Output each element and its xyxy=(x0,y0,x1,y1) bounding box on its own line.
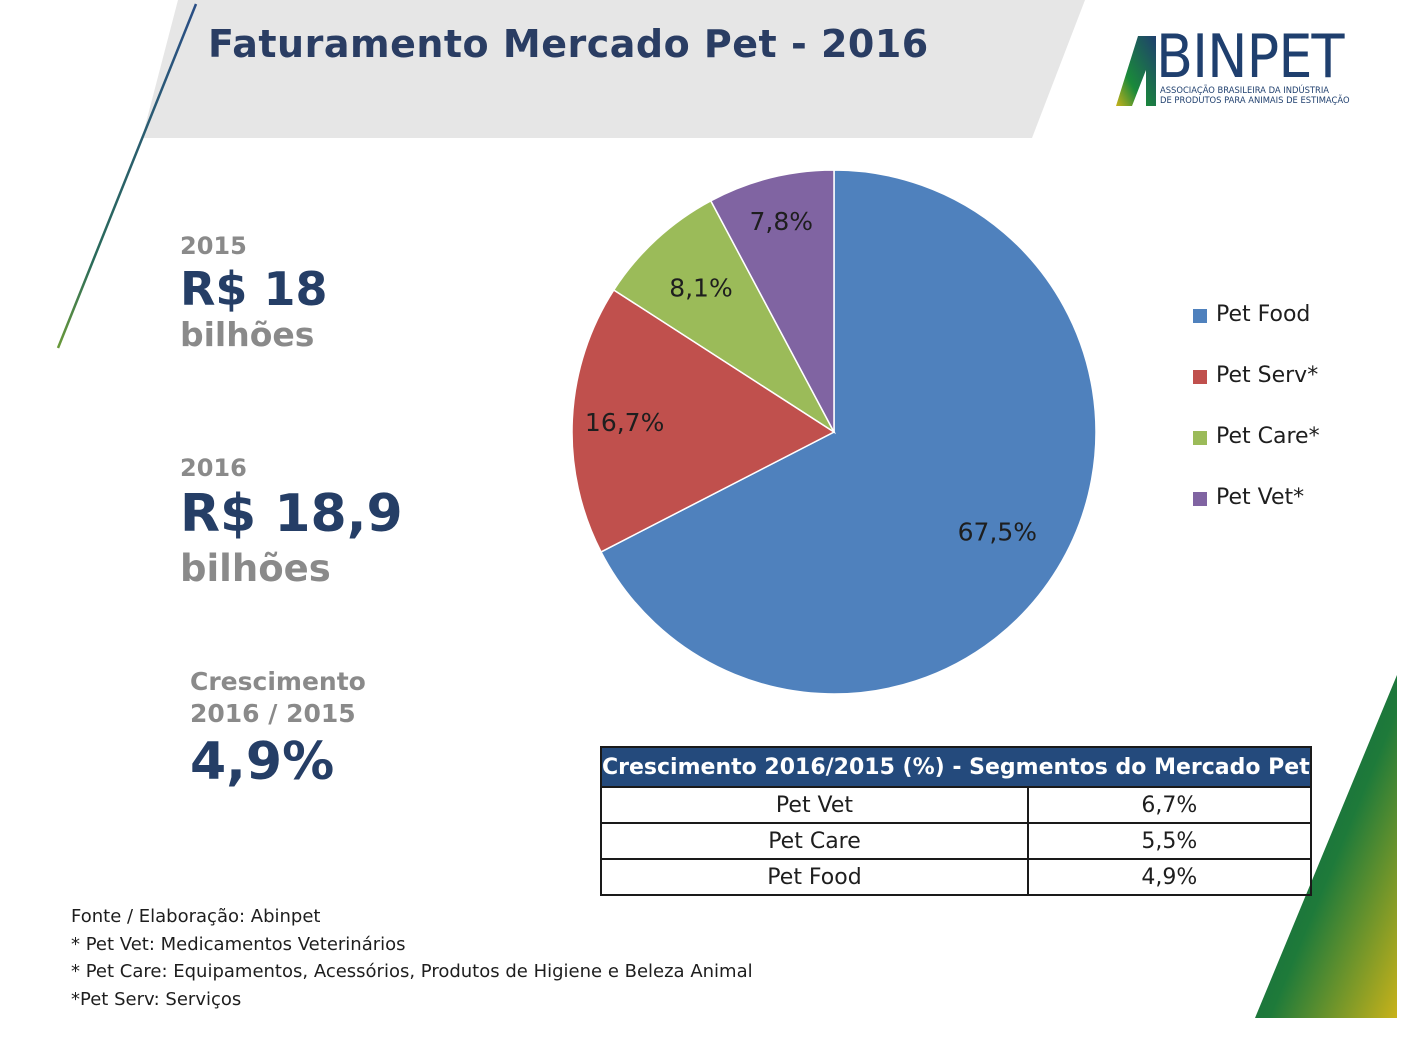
decorative-corner-triangle xyxy=(1255,675,1397,1018)
pie-slice-petcare xyxy=(612,199,837,435)
legend-swatch xyxy=(1193,492,1207,506)
growth-value: 4,9% xyxy=(190,732,335,792)
growth-label: Crescimento 2016 / 2015 xyxy=(190,666,366,730)
logo-subtitle-line1: ASSOCIAÇÃO BRASILEIRA DA INDÚSTRIA xyxy=(1160,85,1330,95)
pie-data-label: 16,7% xyxy=(585,408,664,437)
footnote-pet-care: * Pet Care: Equipamentos, Acessórios, Pr… xyxy=(71,961,753,982)
stat-2016-value: R$ 18,9 xyxy=(180,484,403,544)
logo-subtitle: ASSOCIAÇÃO BRASILEIRA DA INDÚSTRIA DE PR… xyxy=(1160,85,1350,105)
legend-label: Pet Care* xyxy=(1216,424,1320,449)
pie-data-label: 67,5% xyxy=(958,518,1037,547)
legend-label: Pet Serv* xyxy=(1216,363,1319,388)
decorative-diagonal-line xyxy=(56,3,198,349)
growth-label-line1: Crescimento xyxy=(190,667,366,696)
legend-swatch xyxy=(1193,431,1207,445)
stat-2015-value: R$ 18 xyxy=(180,262,328,316)
footnote-source: Fonte / Elaboração: Abinpet xyxy=(71,906,321,927)
footnote-pet-serv: *Pet Serv: Serviços xyxy=(71,988,242,1010)
legend-swatch xyxy=(1193,370,1207,384)
stat-2016-year: 2016 xyxy=(180,454,247,482)
stat-2015-unit: bilhões xyxy=(180,315,315,354)
page-title: Faturamento Mercado Pet - 2016 xyxy=(208,22,929,66)
segment-growth-table: Crescimento 2016/2015 (%) - Segmentos do… xyxy=(600,746,1312,896)
table-cell-segment: Pet Food xyxy=(600,858,1029,896)
footnotes: Fonte / Elaboração: Abinpet * Pet Vet: M… xyxy=(71,903,753,1013)
legend-label: Pet Vet* xyxy=(1216,485,1305,510)
table-cell-value: 4,9% xyxy=(1027,858,1312,896)
logo-a-mark-icon xyxy=(1116,36,1156,106)
table-header: Crescimento 2016/2015 (%) - Segmentos do… xyxy=(600,746,1312,788)
stat-2016-unit: bilhões xyxy=(180,547,331,590)
stat-2015-year: 2015 xyxy=(180,232,247,260)
pie-data-label: 8,1% xyxy=(669,273,733,302)
pie-slice-petfood xyxy=(600,169,1097,695)
table-row: Pet Care 5,5% xyxy=(600,822,1312,860)
abinpet-logo: BINPET ASSOCIAÇÃO BRASILEIRA DA INDÚSTRI… xyxy=(1112,22,1382,113)
table-cell-value: 6,7% xyxy=(1027,786,1312,824)
legend-label: Pet Food xyxy=(1216,302,1311,327)
table-cell-value: 5,5% xyxy=(1027,822,1312,860)
table-cell-segment: Pet Vet xyxy=(600,786,1029,824)
legend-swatch xyxy=(1193,309,1207,323)
table-row: Pet Vet 6,7% xyxy=(600,786,1312,824)
footnote-pet-vet: * Pet Vet: Medicamentos Veterinários xyxy=(71,933,406,955)
pie-slice-petserv xyxy=(571,288,836,553)
table-cell-segment: Pet Care xyxy=(600,822,1029,860)
title-band xyxy=(142,0,1085,138)
logo-wordmark: BINPET xyxy=(1156,22,1345,92)
pie-data-label: 7,8% xyxy=(750,207,814,236)
logo-subtitle-line2: DE PRODUTOS PARA ANIMAIS DE ESTIMAÇÃO xyxy=(1160,95,1350,105)
growth-label-line2: 2016 / 2015 xyxy=(190,699,356,728)
pie-slice-petvet xyxy=(709,169,835,433)
table-row: Pet Food 4,9% xyxy=(600,858,1312,896)
